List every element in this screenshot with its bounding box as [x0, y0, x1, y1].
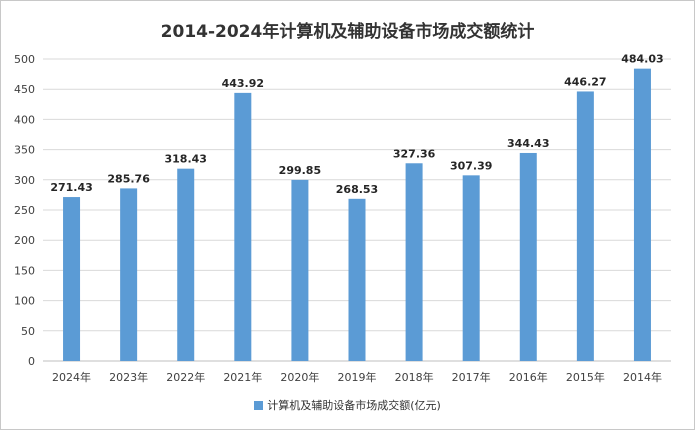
x-tick-label: 2014年 — [623, 370, 662, 384]
data-label: 327.36 — [393, 147, 436, 160]
x-tick-label: 2020年 — [280, 370, 319, 384]
bar — [633, 68, 651, 362]
y-tick-label: 50 — [21, 325, 35, 338]
data-label: 307.39 — [450, 159, 492, 172]
bar — [120, 188, 138, 361]
x-tick-label: 2017年 — [452, 370, 491, 384]
bar — [63, 197, 81, 361]
data-label: 299.85 — [279, 164, 321, 177]
data-label: 268.53 — [336, 183, 378, 196]
data-label: 446.27 — [564, 75, 606, 88]
y-tick-label: 300 — [14, 174, 35, 187]
data-label: 344.43 — [507, 137, 549, 150]
legend: 计算机及辅助设备市场成交额(亿元) — [1, 397, 694, 413]
x-tick-label: 2019年 — [338, 370, 377, 384]
legend-label: 计算机及辅助设备市场成交额(亿元) — [267, 399, 441, 412]
y-tick-label: 400 — [14, 113, 35, 126]
chart-title: 2014-2024年计算机及辅助设备市场成交额统计 — [160, 22, 535, 42]
data-label: 318.43 — [165, 153, 207, 166]
y-tick-label: 100 — [14, 295, 35, 308]
x-tick-label: 2022年 — [166, 370, 205, 384]
y-tick-label: 0 — [28, 355, 35, 368]
y-tick-label: 150 — [14, 264, 35, 277]
y-tick-label: 350 — [14, 144, 35, 157]
data-label: 484.03 — [621, 53, 663, 66]
x-tick-label: 2021年 — [223, 370, 262, 384]
x-tick-label: 2023年 — [109, 370, 148, 384]
bar — [405, 163, 423, 361]
legend-swatch — [254, 400, 264, 410]
x-tick-label: 2016年 — [509, 370, 548, 384]
x-tick-label: 2015年 — [566, 370, 605, 384]
bar — [519, 152, 537, 361]
y-tick-label: 450 — [14, 83, 35, 96]
y-tick-label: 200 — [14, 234, 35, 247]
bar — [177, 168, 195, 361]
data-label: 443.92 — [222, 77, 264, 90]
data-label: 271.43 — [50, 181, 92, 194]
y-tick-label: 250 — [14, 204, 35, 217]
data-label: 285.76 — [107, 172, 150, 185]
x-tick-label: 2024年 — [52, 370, 91, 384]
bar — [462, 175, 480, 361]
bar — [348, 198, 366, 361]
y-tick-label: 500 — [14, 53, 35, 66]
bar — [291, 179, 309, 361]
bar — [576, 91, 594, 362]
bar — [234, 92, 252, 362]
x-tick-label: 2018年 — [395, 370, 434, 384]
